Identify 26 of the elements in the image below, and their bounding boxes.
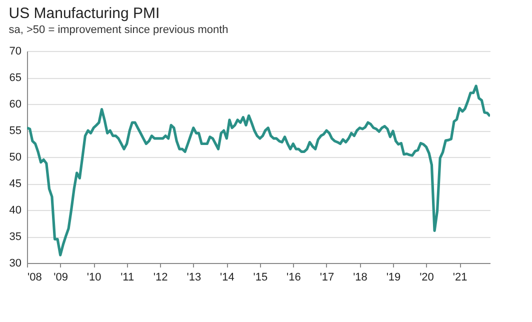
y-tick-label: 35	[9, 231, 22, 243]
y-tick-label: 60	[9, 98, 22, 110]
x-tick-label: '18	[353, 272, 368, 284]
y-tick-label: 65	[9, 72, 22, 84]
x-tick-label: '20	[420, 272, 434, 284]
x-tick-label: '16	[286, 272, 301, 284]
x-tick-label: '09	[54, 272, 68, 284]
y-tick-label: 70	[9, 46, 22, 58]
x-tick-label: '15	[253, 272, 268, 284]
chart-title: US Manufacturing PMI	[8, 5, 160, 22]
y-tick-label: 50	[9, 152, 22, 164]
x-tick-label: '12	[153, 272, 168, 284]
x-tick-label: '08	[28, 272, 42, 284]
x-tick-label: '21	[452, 272, 468, 284]
y-tick-label: 55	[9, 125, 22, 137]
line-series	[27, 84, 490, 256]
chart-subtitle: sa, >50 = improvement since previous month	[8, 24, 228, 36]
x-tick-label: '14	[220, 272, 234, 284]
y-tick-label: 30	[9, 258, 22, 270]
y-tick-label: 45	[9, 178, 22, 190]
y-tick-label: 40	[9, 204, 22, 216]
x-tick-label: '13	[186, 272, 202, 284]
x-tick-label: '11	[120, 272, 134, 284]
x-tick-label: '10	[86, 272, 102, 284]
x-tick-label: '17	[320, 272, 334, 284]
x-tick-label: '19	[386, 272, 401, 284]
